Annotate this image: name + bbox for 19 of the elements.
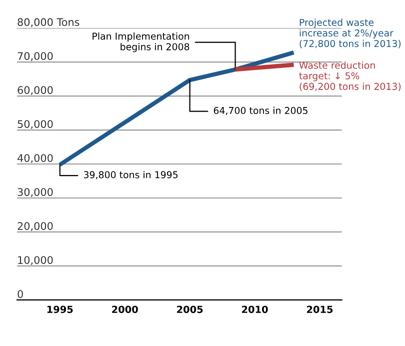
x-tick-label: 1995: [47, 306, 73, 314]
annotation: Plan Implementation begins in 2008: [92, 32, 190, 52]
y-tick-label: 30,000: [18, 188, 53, 198]
series-label: Projected waste increase at 2%/year (72,800 tons in 2013): [300, 18, 401, 48]
x-tick-label: 2015: [306, 306, 333, 314]
y-tick-label: 60,000: [18, 86, 53, 96]
series-label: Waste reduction target: ↓ 5% (69,200 tons in 2013): [299, 61, 401, 92]
x-tick-label: 2000: [112, 306, 138, 314]
y-tick-label: 20,000: [18, 222, 53, 232]
y-tick-label: 10,000: [18, 256, 53, 266]
x-tick-label: 2005: [177, 306, 203, 314]
x-tick-label: 2010: [242, 306, 268, 314]
y-tick-label: 70,000: [18, 52, 53, 62]
y-tick-label: 50,000: [18, 120, 53, 130]
y-tick-label: 40,000: [18, 154, 53, 164]
y-tick-label: 0: [18, 290, 23, 298]
annotation: 39,800 tons in 1995: [84, 170, 178, 180]
y-tick-label: 80,000 Tons: [18, 18, 80, 28]
annotation: 64,700 tons in 2005: [214, 106, 308, 116]
